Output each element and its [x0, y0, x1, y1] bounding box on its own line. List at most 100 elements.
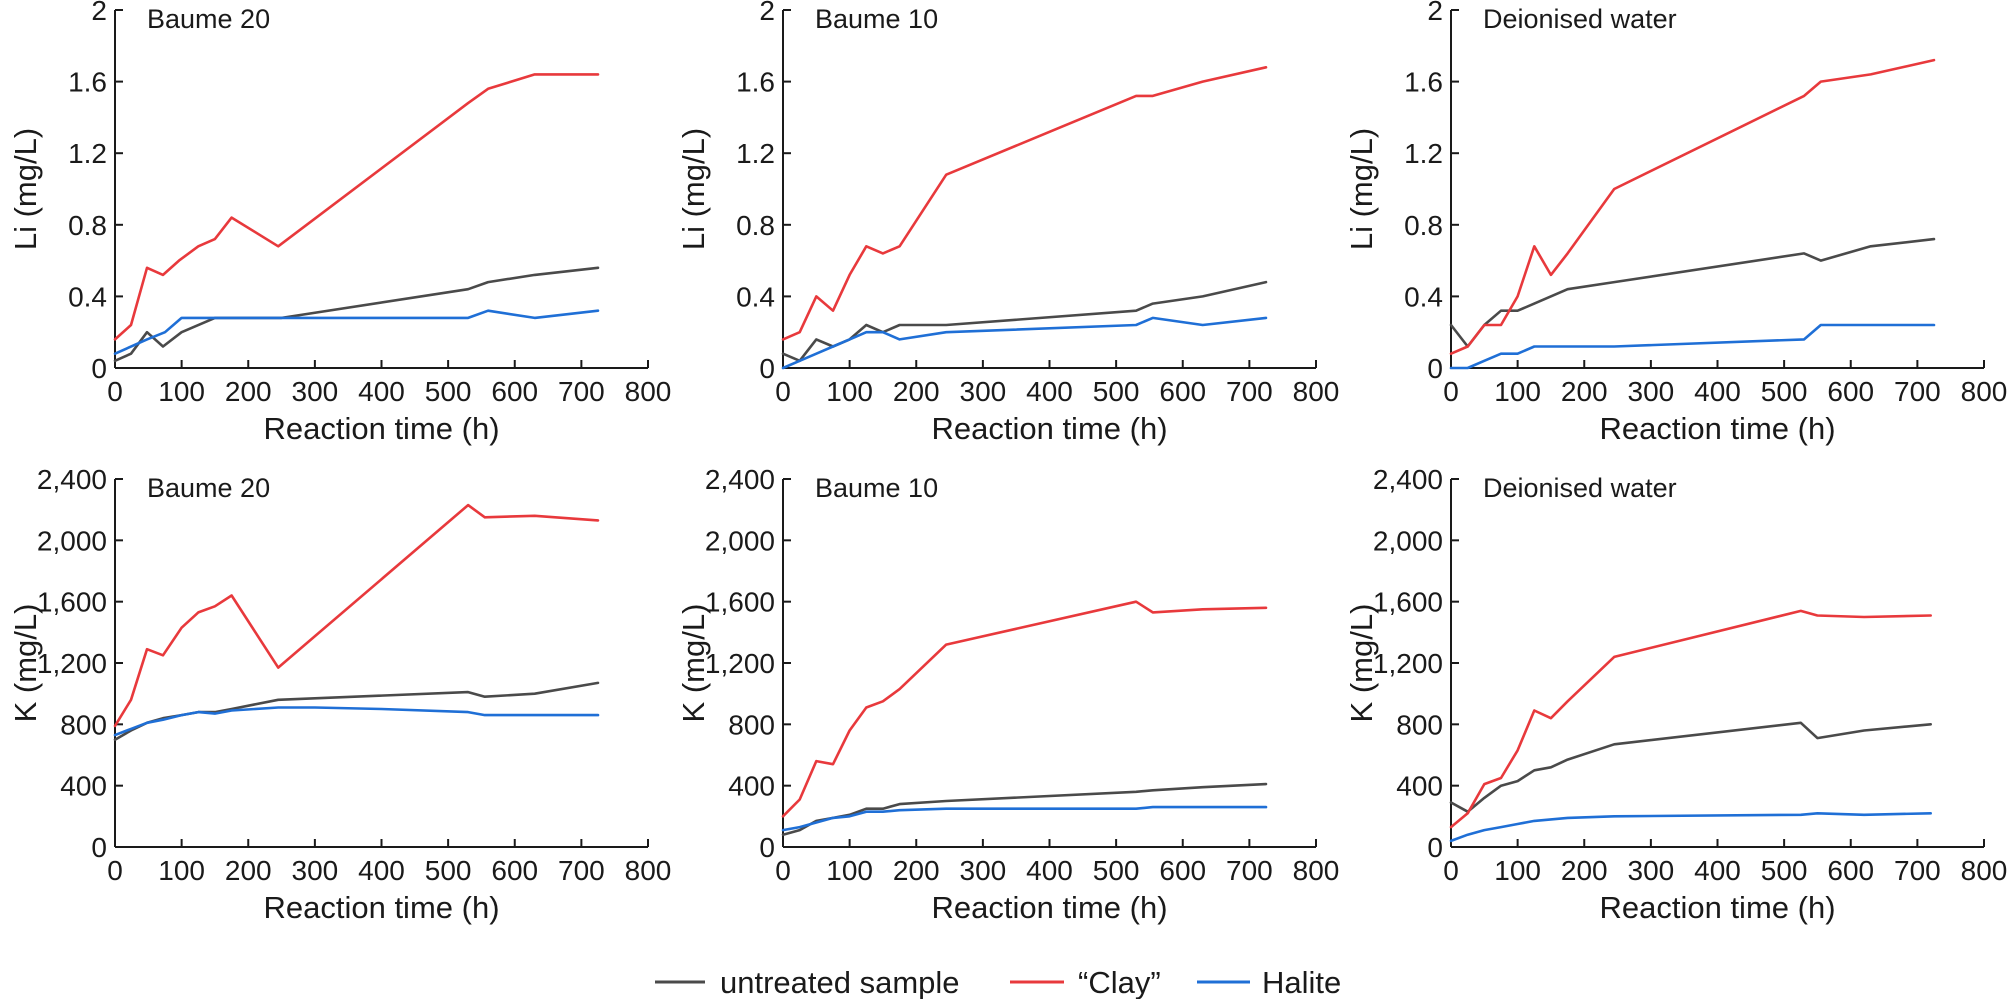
- x-tick-label: 0: [107, 376, 123, 407]
- panel-title: Baume 10: [815, 4, 938, 34]
- y-tick-label: 1.6: [68, 67, 107, 98]
- chart-panel-2: 0 100 200 300 400 500 600 700 800 0 0.4 0.8 1.2 1.6 2 R…: [676, 0, 1339, 446]
- y-tick-label: 2: [91, 0, 107, 26]
- x-tick-label: 500: [1093, 855, 1140, 886]
- x-tick-label: 700: [1894, 376, 1941, 407]
- y-tick-label: 1.6: [736, 67, 775, 98]
- x-tick-label: 400: [358, 376, 405, 407]
- panel-title: Baume 10: [815, 473, 938, 503]
- y-tick-label: 400: [60, 771, 107, 802]
- y-tick-label: 0: [91, 353, 107, 384]
- series-line-halite: [113, 706, 600, 737]
- y-tick-label: 0.8: [68, 210, 107, 241]
- y-tick-label: 800: [60, 709, 107, 740]
- y-tick-label: 2,000: [1373, 525, 1443, 556]
- y-axis-title: K (mg/L): [8, 604, 43, 723]
- series-line-clay: [781, 600, 1268, 818]
- y-tick-label: 1,200: [705, 648, 775, 679]
- x-tick-label: 700: [1226, 376, 1273, 407]
- y-tick-label: 1.2: [736, 138, 775, 169]
- x-tick-label: 100: [826, 376, 873, 407]
- y-tick-label: 2,400: [705, 464, 775, 495]
- x-tick-label: 0: [107, 855, 123, 886]
- x-tick-label: 300: [292, 855, 339, 886]
- x-tick-label: 500: [425, 376, 472, 407]
- series-line-untreated: [113, 266, 600, 363]
- x-tick-label: 300: [292, 376, 339, 407]
- x-tick-label: 100: [1494, 376, 1541, 407]
- series-line-halite: [1449, 323, 1936, 370]
- y-tick-label: 2,000: [705, 525, 775, 556]
- y-tick-label: 800: [728, 709, 775, 740]
- x-tick-label: 300: [1628, 855, 1675, 886]
- x-tick-label: 700: [558, 376, 605, 407]
- x-tick-label: 200: [893, 376, 940, 407]
- y-tick-label: 0: [1427, 832, 1443, 863]
- x-tick-label: 0: [1443, 855, 1459, 886]
- y-tick-label: 0.8: [736, 210, 775, 241]
- x-tick-label: 100: [158, 376, 205, 407]
- legend: untreated sample “Clay” Halite: [655, 965, 1341, 999]
- series-line-untreated: [781, 280, 1268, 363]
- panel-title: Baume 20: [147, 473, 270, 503]
- x-tick-label: 500: [425, 855, 472, 886]
- x-tick-label: 0: [775, 376, 791, 407]
- x-tick-label: 500: [1093, 376, 1140, 407]
- series-line-clay: [1449, 609, 1932, 829]
- series-line-halite: [113, 309, 600, 356]
- x-tick-label: 800: [1293, 376, 1340, 407]
- y-tick-label: 400: [728, 771, 775, 802]
- x-tick-label: 0: [775, 855, 791, 886]
- y-tick-label: 400: [1396, 771, 1443, 802]
- legend-label-untreated: untreated sample: [720, 965, 960, 999]
- series-line-halite: [1449, 811, 1932, 843]
- x-tick-label: 600: [1827, 855, 1874, 886]
- x-tick-label: 0: [1443, 376, 1459, 407]
- x-tick-label: 800: [1961, 855, 2008, 886]
- y-tick-label: 2,000: [37, 525, 107, 556]
- x-tick-label: 400: [1026, 855, 1073, 886]
- series-line-untreated: [1449, 721, 1932, 814]
- x-tick-label: 800: [625, 376, 672, 407]
- x-tick-label: 300: [960, 376, 1007, 407]
- x-tick-label: 600: [1159, 376, 1206, 407]
- x-tick-label: 300: [1628, 376, 1675, 407]
- y-axis-title: K (mg/L): [676, 604, 711, 723]
- y-tick-label: 0: [759, 353, 775, 384]
- x-tick-label: 500: [1761, 376, 1808, 407]
- x-tick-label: 600: [491, 376, 538, 407]
- x-axis-title: Reaction time (h): [1599, 411, 1835, 446]
- x-tick-label: 800: [625, 855, 672, 886]
- y-tick-label: 0.8: [1404, 210, 1443, 241]
- y-tick-label: 0.4: [68, 281, 107, 312]
- y-tick-label: 1,600: [37, 587, 107, 618]
- panel-title: Deionised water: [1483, 473, 1677, 503]
- y-tick-label: 0.4: [1404, 281, 1443, 312]
- x-axis-title: Reaction time (h): [263, 411, 499, 446]
- y-tick-label: 2: [759, 0, 775, 26]
- y-tick-label: 2,400: [37, 464, 107, 495]
- x-tick-label: 100: [1494, 855, 1541, 886]
- y-tick-label: 0: [1427, 353, 1443, 384]
- legend-label-clay: “Clay”: [1078, 965, 1161, 999]
- y-tick-label: 1,600: [1373, 587, 1443, 618]
- series-line-clay: [113, 73, 600, 341]
- chart-panel-6: 0 100 200 300 400 500 600 700 800 0 400 800 1,200 1,6…: [1344, 464, 2007, 925]
- y-tick-label: 1.2: [1404, 138, 1443, 169]
- y-tick-label: 2,400: [1373, 464, 1443, 495]
- y-tick-label: 1.2: [68, 138, 107, 169]
- y-tick-label: 0.4: [736, 281, 775, 312]
- y-tick-label: 1.6: [1404, 67, 1443, 98]
- series-line-halite: [781, 316, 1268, 370]
- x-tick-label: 700: [558, 855, 605, 886]
- y-tick-label: 800: [1396, 709, 1443, 740]
- y-tick-label: 0: [91, 832, 107, 863]
- series-line-untreated: [781, 782, 1268, 837]
- y-tick-label: 1,200: [37, 648, 107, 679]
- y-axis-title: Li (mg/L): [676, 128, 711, 250]
- x-tick-label: 200: [1561, 855, 1608, 886]
- chart-panel-4: 0 100 200 300 400 500 600 700 800 0 400 800 1,200 1,6…: [8, 464, 671, 925]
- legend-label-halite: Halite: [1262, 965, 1341, 999]
- x-tick-label: 100: [158, 855, 205, 886]
